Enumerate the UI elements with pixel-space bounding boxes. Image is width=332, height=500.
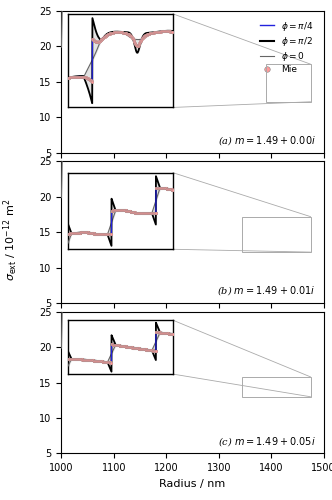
Legend: $\phi = \pi/4$, $\phi = \pi/2$, $\phi = 0$, Mie: $\phi = \pi/4$, $\phi = \pi/2$, $\phi = … [258, 17, 317, 77]
Text: $\sigma_{\mathrm{ext}}$ / $10^{-12}$ m$^2$: $\sigma_{\mathrm{ext}}$ / $10^{-12}$ m$^… [2, 199, 20, 281]
Bar [242, 377, 311, 397]
Text: (a) $m = 1.49 + 0.00i$: (a) $m = 1.49 + 0.00i$ [218, 134, 316, 147]
Text: (c) $m = 1.49 + 0.05i$: (c) $m = 1.49 + 0.05i$ [218, 435, 316, 448]
X-axis label: Radius / nm: Radius / nm [159, 479, 226, 489]
Text: (b) $m = 1.49 + 0.01i$: (b) $m = 1.49 + 0.01i$ [217, 284, 316, 298]
Bar [242, 216, 311, 252]
Bar [266, 64, 311, 102]
